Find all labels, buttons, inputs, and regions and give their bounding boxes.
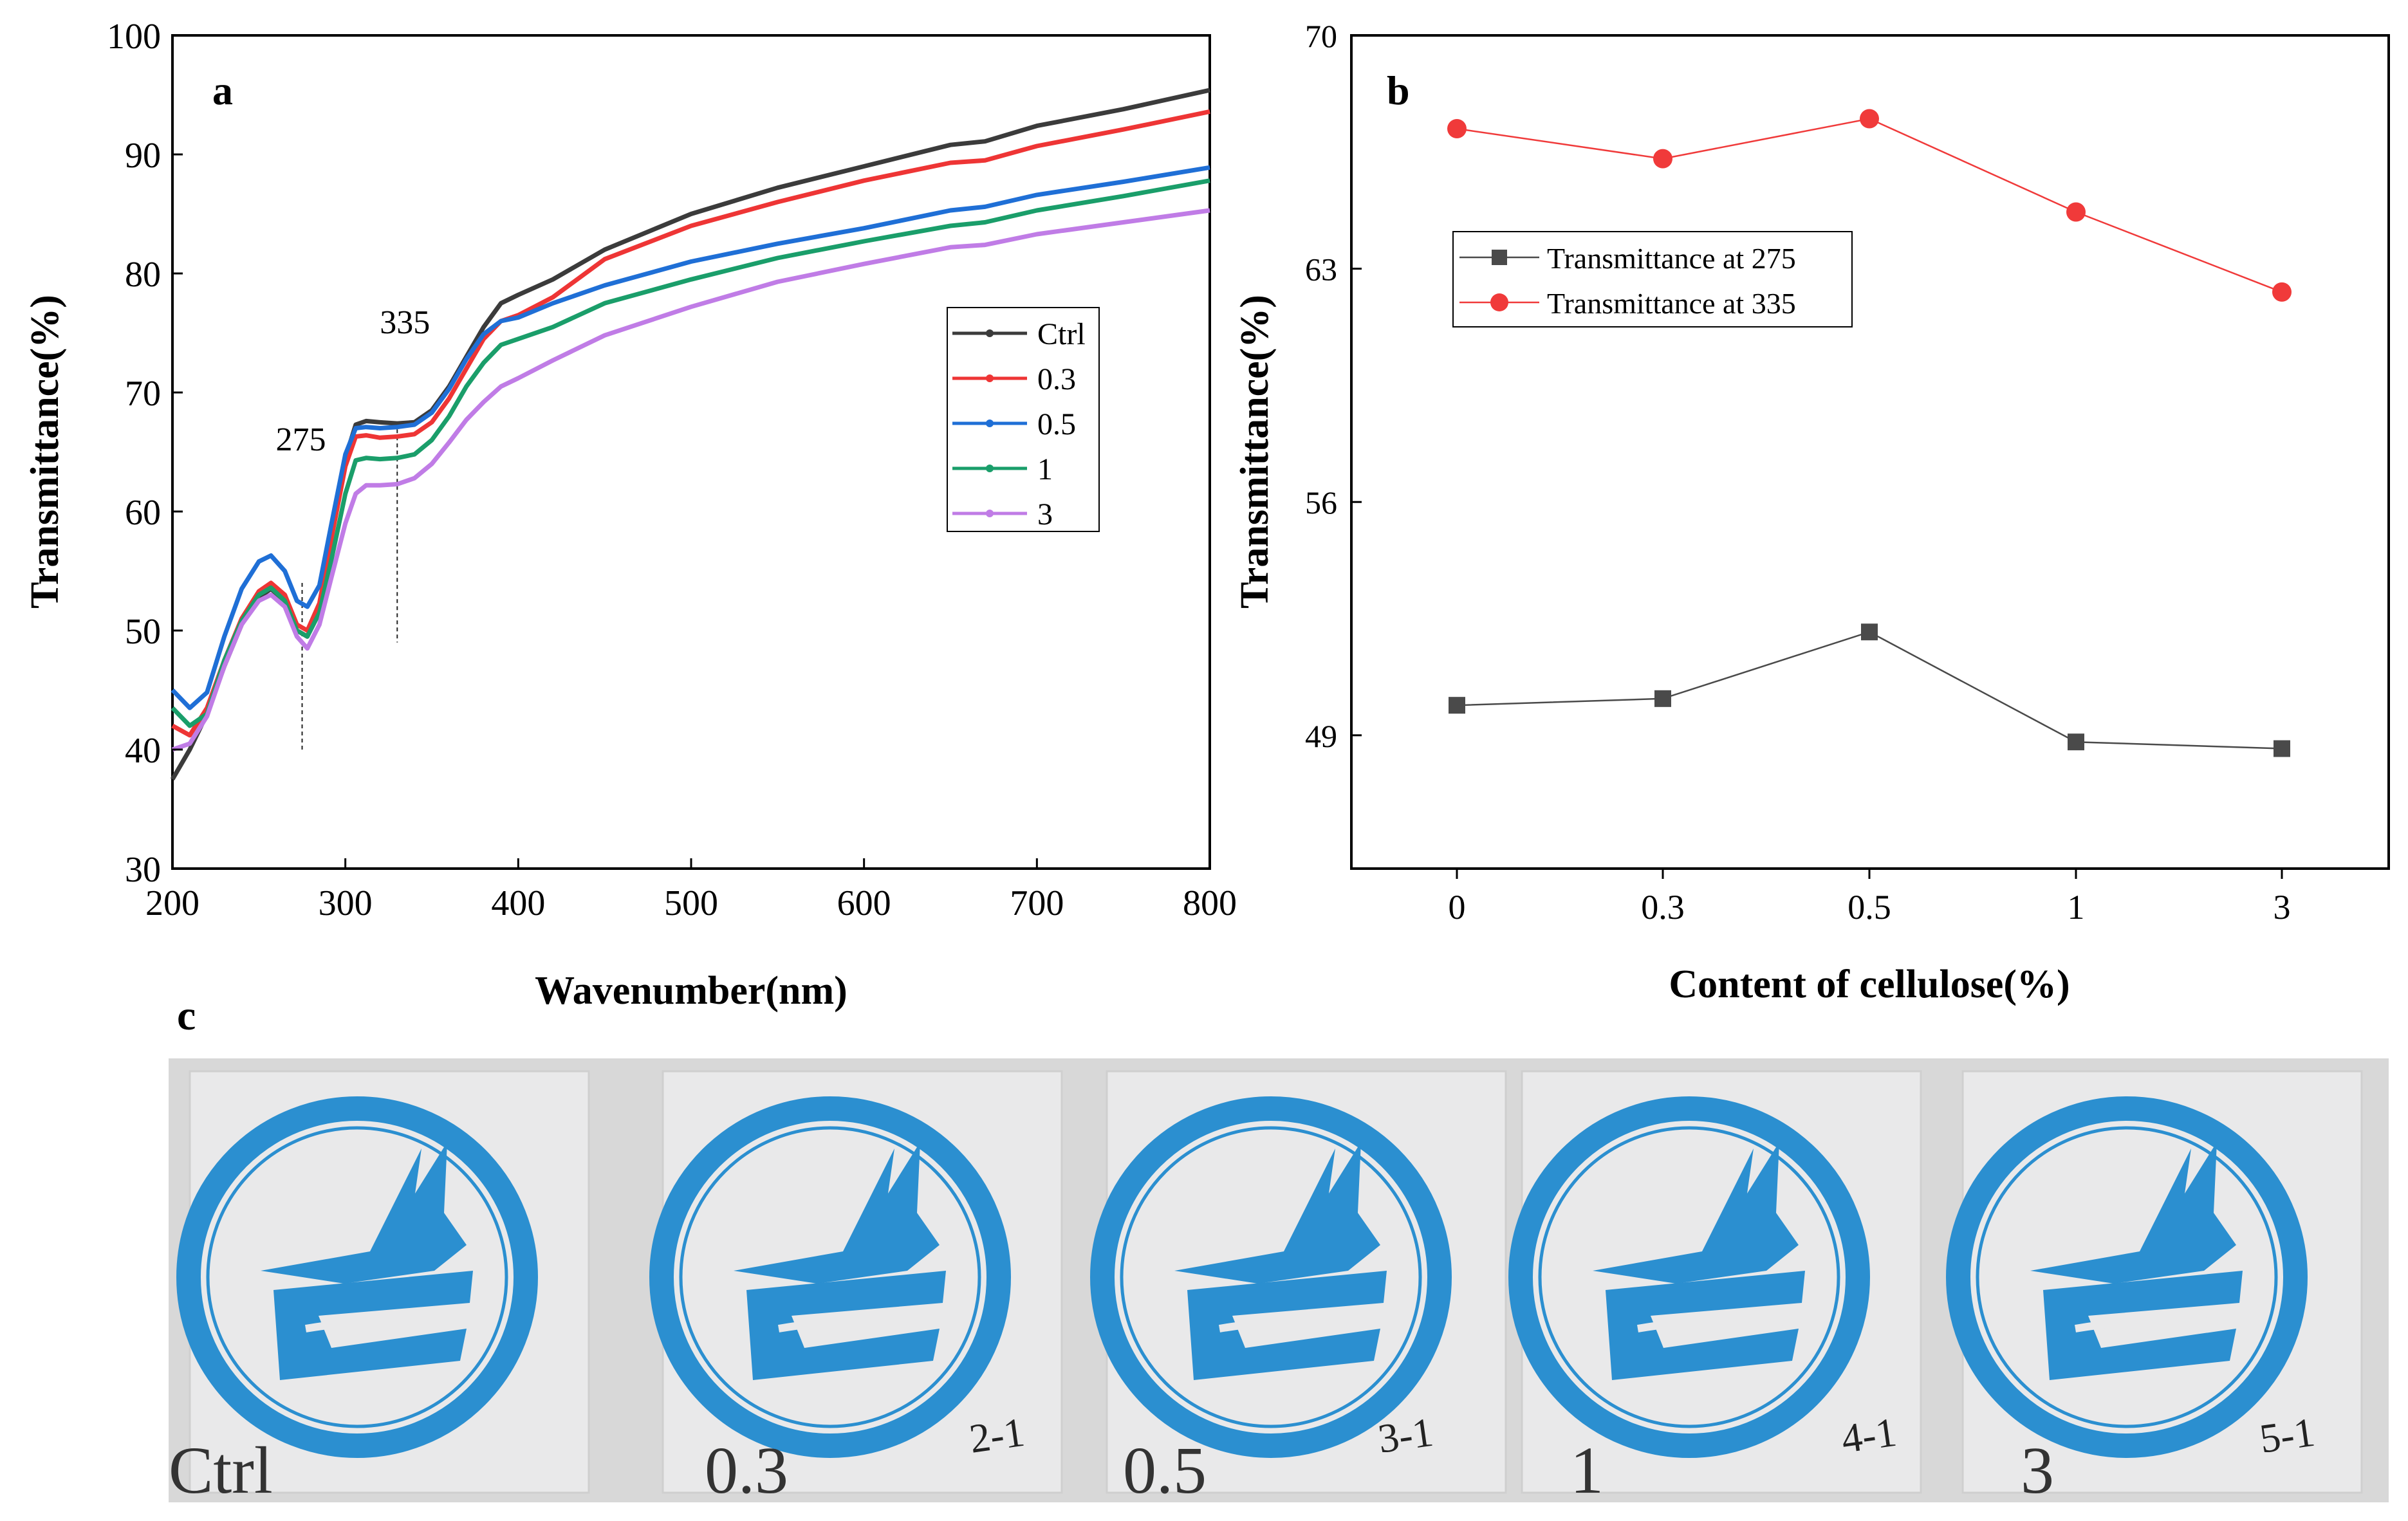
chart-b-point-circle xyxy=(2066,202,2086,222)
chart-b-x-tick-label: 0.5 xyxy=(1848,888,1891,926)
chart-a-x-tick-label: 200 xyxy=(145,883,199,923)
chart-b-y-axis-label: Transmittance(%) xyxy=(1233,295,1277,609)
university-logo xyxy=(1946,1096,2308,1458)
chart-a-legend-marker xyxy=(986,465,994,472)
sample-film-4: 1 4-1 xyxy=(1508,1070,1922,1507)
sample-film-2: 0.3 2-1 xyxy=(649,1070,1063,1507)
sample-label: 0.3 xyxy=(705,1433,788,1507)
chart-b-legend-label: Transmittance at 275 xyxy=(1547,242,1796,275)
chart-b-point-square xyxy=(2068,733,2084,751)
chart-b-y-tick-label: 63 xyxy=(1305,252,1337,288)
chart-b-legend-marker xyxy=(1492,250,1507,265)
chart-b-series-line xyxy=(1456,631,2283,750)
chart-b-x-tick-label: 1 xyxy=(2068,888,2085,926)
chart-b-point-square xyxy=(1861,623,1878,641)
chart-b-x-tick-label: 0.3 xyxy=(1641,888,1685,926)
chart-b-x-tick-label: 3 xyxy=(2274,888,2291,926)
chart-a-y-tick-label: 40 xyxy=(125,731,161,771)
chart-a-legend-label: 0.3 xyxy=(1037,362,1076,396)
chart-b-y-tick-label: 56 xyxy=(1305,484,1337,521)
chart-a-y-tick-label: 100 xyxy=(107,17,161,57)
chart-a-x-tick-label: 300 xyxy=(319,883,373,923)
chart-b-y-tick-label: 49 xyxy=(1305,718,1337,754)
chart-b-point-square xyxy=(2274,740,2290,757)
chart-a-x-tick-label: 600 xyxy=(837,883,891,923)
chart-a-y-tick-label: 60 xyxy=(125,493,161,533)
handwritten-mark: 4-1 xyxy=(1838,1409,1899,1462)
chart-b: b 49 56 63 70 0 0.3 0.5 1 3 Transmittance(%) Co… xyxy=(1233,18,2390,1006)
handwritten-mark: 5-1 xyxy=(2257,1409,2317,1462)
sample-film-3: 0.5 3-1 xyxy=(1090,1070,1507,1507)
chart-a-y-tick-label: 90 xyxy=(125,136,161,176)
chart-a-x-axis-label: Wavenumber(nm) xyxy=(535,969,847,1013)
chart-b-point-square xyxy=(1654,690,1671,707)
chart-b-legend-marker xyxy=(1490,293,1508,311)
university-logo xyxy=(1508,1096,1870,1458)
chart-b-legend-box xyxy=(1452,231,1853,327)
chart-a-y-tick-label: 70 xyxy=(125,374,161,414)
chart-b-plot-frame xyxy=(1350,34,2390,870)
university-logo xyxy=(1090,1096,1452,1458)
chart-a-legend-marker xyxy=(986,329,994,337)
handwritten-mark: 3-1 xyxy=(1375,1409,1436,1462)
chart-a-x-tick-label: 400 xyxy=(491,883,545,923)
chart-a-legend-box xyxy=(947,307,1100,532)
chart-b-panel-label: b xyxy=(1387,68,1410,113)
chart-a-legend-label: 1 xyxy=(1037,452,1053,486)
chart-a-legend-marker xyxy=(986,510,994,517)
chart-a: a 275 335 30 40 50 60 70 80 90 100 200 300 400 500 6… xyxy=(23,17,1237,1013)
chart-b-point-circle xyxy=(1447,119,1467,139)
chart-a-annotation-label: 335 xyxy=(380,304,430,341)
sample-label: 3 xyxy=(2021,1433,2054,1507)
chart-b-x-axis-label: Content of cellulose(%) xyxy=(1669,963,2070,1006)
chart-b-x-tick-label: 0 xyxy=(1449,888,1466,926)
sample-film-1: Ctrl xyxy=(169,1070,590,1507)
chart-b-point-square xyxy=(1449,697,1465,714)
chart-b-point-circle xyxy=(2272,282,2292,302)
chart-a-y-tick-label: 30 xyxy=(125,850,161,890)
chart-a-legend-label: Ctrl xyxy=(1037,317,1086,351)
chart-b-point-circle xyxy=(1860,109,1879,129)
chart-a-y-axis-label: Transmittance(%) xyxy=(23,295,67,609)
chart-b-point-circle xyxy=(1653,149,1672,169)
chart-a-annotation-label: 275 xyxy=(276,421,326,458)
chart-a-panel-label: a xyxy=(212,68,233,113)
chart-a-series-line-3 xyxy=(171,208,1210,752)
chart-a-series-line-1 xyxy=(171,178,1210,728)
chart-a-y-tick-label: 80 xyxy=(125,255,161,295)
sample-label: 1 xyxy=(1570,1433,1604,1507)
chart-a-legend-marker xyxy=(986,374,994,382)
sample-film-5: 3 5-1 xyxy=(1946,1070,2363,1507)
photo-panel-label: c xyxy=(177,992,196,1039)
chart-a-legend: Ctrl 0.3 0.5 1 3 xyxy=(947,307,1100,532)
chart-a-x-tick-label: 800 xyxy=(1183,883,1237,923)
chart-b-legend: Transmittance at 275 Transmittance at 335 xyxy=(1452,231,1853,327)
handwritten-mark: 2-1 xyxy=(967,1409,1027,1462)
sample-label: Ctrl xyxy=(169,1433,273,1507)
university-logo xyxy=(176,1096,538,1458)
chart-a-x-tick-label: 500 xyxy=(664,883,718,923)
chart-b-y-tick-label: 70 xyxy=(1305,18,1337,54)
chart-a-legend-marker xyxy=(986,419,994,427)
chart-a-y-tick-label: 50 xyxy=(125,612,161,652)
chart-a-series-line-0-5 xyxy=(171,165,1210,710)
chart-a-x-tick-label: 700 xyxy=(1010,883,1064,923)
chart-a-legend-label: 3 xyxy=(1037,497,1053,531)
university-logo xyxy=(649,1096,1011,1458)
sample-label: 0.5 xyxy=(1123,1433,1207,1507)
chart-a-legend-label: 0.5 xyxy=(1037,407,1076,441)
photo-panel: c Ctrl 0.3 2-1 0.5 3-1 1 4-1 3 5-1 xyxy=(169,992,2389,1507)
chart-a-series-line-0-3 xyxy=(171,109,1210,738)
chart-b-legend-label: Transmittance at 335 xyxy=(1547,287,1796,320)
